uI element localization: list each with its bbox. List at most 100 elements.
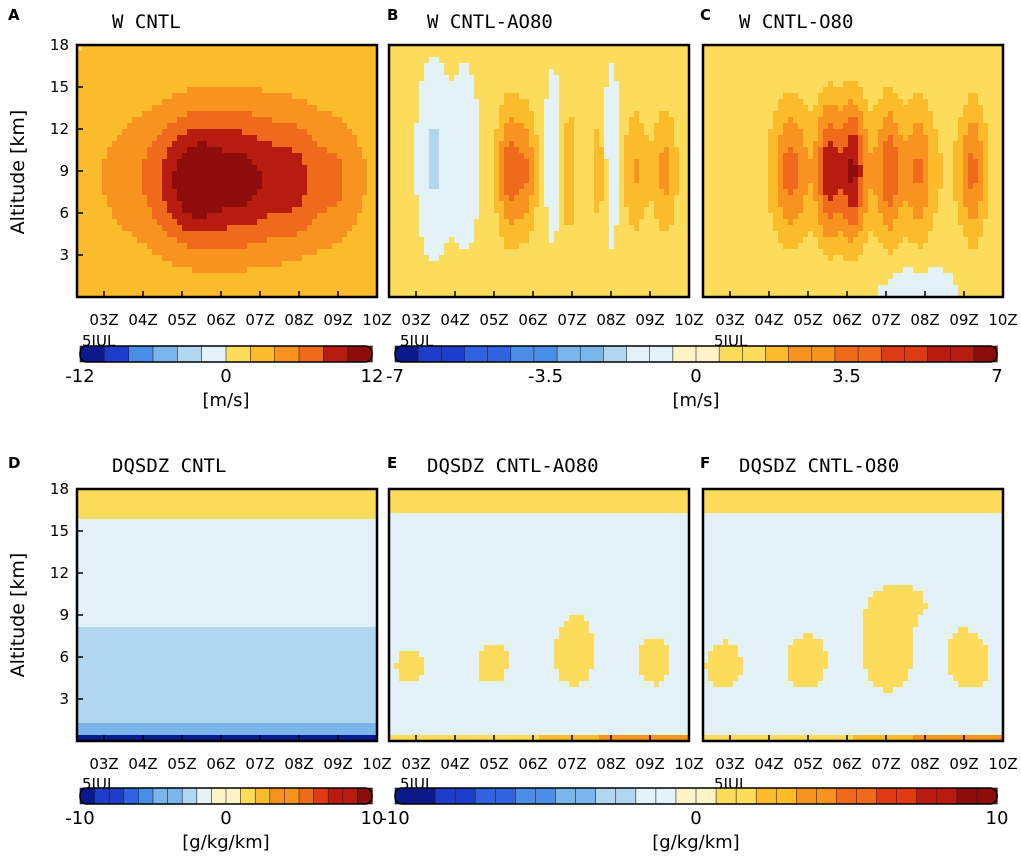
heatmap-cell xyxy=(367,249,373,256)
heatmap-cell xyxy=(342,261,348,268)
heatmap-cell xyxy=(629,189,635,196)
heatmap-cell xyxy=(464,57,470,64)
heatmap-cell xyxy=(372,213,377,220)
heatmap-cell xyxy=(212,273,218,280)
heatmap-cell xyxy=(272,117,278,124)
heatmap-cell xyxy=(277,57,283,64)
heatmap-cell xyxy=(217,183,223,190)
heatmap-cell xyxy=(469,153,475,160)
heatmap-cell xyxy=(242,69,248,76)
heatmap-cell xyxy=(669,201,675,208)
heatmap-cell xyxy=(372,261,377,268)
heatmap-cell xyxy=(469,267,475,274)
heatmap-cell xyxy=(549,189,555,196)
heatmap-cell xyxy=(102,111,108,118)
heatmap-cell xyxy=(489,165,495,172)
heatmap-cell xyxy=(187,219,193,226)
heatmap-cell xyxy=(449,261,455,268)
heatmap-cell xyxy=(317,195,323,202)
heatmap-cell xyxy=(574,57,580,64)
heatmap-cell xyxy=(569,105,575,112)
heatmap-cell xyxy=(347,273,353,280)
heatmap-cell xyxy=(232,189,238,196)
heatmap-cell xyxy=(322,87,328,94)
heatmap-cell xyxy=(192,51,198,58)
heatmap-cell xyxy=(312,231,318,238)
heatmap-cell xyxy=(267,201,273,208)
heatmap-cell xyxy=(197,279,203,286)
heatmap-cell xyxy=(87,93,93,100)
heatmap-cell xyxy=(534,243,540,250)
heatmap-cell xyxy=(504,177,510,184)
heatmap-cell xyxy=(367,273,373,280)
heatmap-cell xyxy=(519,291,525,297)
heatmap-cell xyxy=(474,87,480,94)
heatmap-cell xyxy=(347,117,353,124)
heatmap-cell xyxy=(639,141,645,148)
heatmap-cell xyxy=(332,123,338,130)
heatmap-cell xyxy=(494,105,500,112)
heatmap-cell xyxy=(484,87,490,94)
heatmap-cell xyxy=(327,153,333,160)
heatmap-cell xyxy=(489,249,495,256)
heatmap-cell xyxy=(534,267,540,274)
heatmap-cell xyxy=(162,51,168,58)
heatmap-cell xyxy=(604,111,610,118)
heatmap-cell xyxy=(599,195,605,202)
heatmap-cell xyxy=(514,255,520,262)
heatmap-cell xyxy=(97,225,103,232)
heatmap-cell xyxy=(292,123,298,130)
heatmap-cell xyxy=(629,219,635,226)
heatmap-cell xyxy=(674,225,680,232)
heatmap-cell xyxy=(252,81,258,88)
heatmap-cell xyxy=(87,57,93,64)
heatmap-cell xyxy=(282,171,288,178)
heatmap-cell xyxy=(82,159,88,166)
heatmap-cell xyxy=(629,249,635,256)
heatmap-cell xyxy=(444,117,450,124)
heatmap-cell xyxy=(484,165,490,172)
heatmap-cell xyxy=(514,237,520,244)
heatmap-cell xyxy=(107,189,113,196)
heatmap-cell xyxy=(389,207,395,214)
heatmap-cell xyxy=(499,117,505,124)
heatmap-cell xyxy=(237,51,243,58)
heatmap-cell xyxy=(399,183,405,190)
heatmap-cell xyxy=(424,123,430,130)
heatmap-cell xyxy=(122,99,128,106)
heatmap-cell xyxy=(97,99,103,106)
heatmap-cell xyxy=(192,201,198,208)
heatmap-cell xyxy=(277,129,283,136)
heatmap-cell xyxy=(404,237,410,244)
heatmap-cell xyxy=(644,243,650,250)
heatmap-cell xyxy=(424,135,430,142)
heatmap-cell xyxy=(297,93,303,100)
heatmap-cell xyxy=(87,165,93,172)
heatmap-cell xyxy=(312,183,318,190)
heatmap-cell xyxy=(122,141,128,148)
heatmap-cell xyxy=(504,105,510,112)
heatmap-cell xyxy=(117,63,123,70)
heatmap-cell xyxy=(634,63,640,70)
heatmap-cell xyxy=(499,87,505,94)
heatmap-cell xyxy=(609,51,615,58)
heatmap-cell xyxy=(177,141,183,148)
heatmap-cell xyxy=(182,57,188,64)
heatmap-cell xyxy=(357,207,363,214)
heatmap-cell xyxy=(664,165,670,172)
heatmap-cell xyxy=(654,51,660,58)
heatmap-cell xyxy=(357,159,363,166)
heatmap-cell xyxy=(152,171,158,178)
heatmap-cell xyxy=(439,111,445,118)
heatmap-cell xyxy=(539,63,545,70)
heatmap-cell xyxy=(614,261,620,268)
heatmap-cell xyxy=(237,291,243,297)
heatmap-cell xyxy=(579,153,585,160)
heatmap-cell xyxy=(474,111,480,118)
heatmap-cell xyxy=(137,57,143,64)
heatmap-cell xyxy=(107,231,113,238)
heatmap-cell xyxy=(464,213,470,220)
heatmap-cell xyxy=(137,225,143,232)
heatmap-cell xyxy=(504,285,510,292)
heatmap-cell xyxy=(87,189,93,196)
